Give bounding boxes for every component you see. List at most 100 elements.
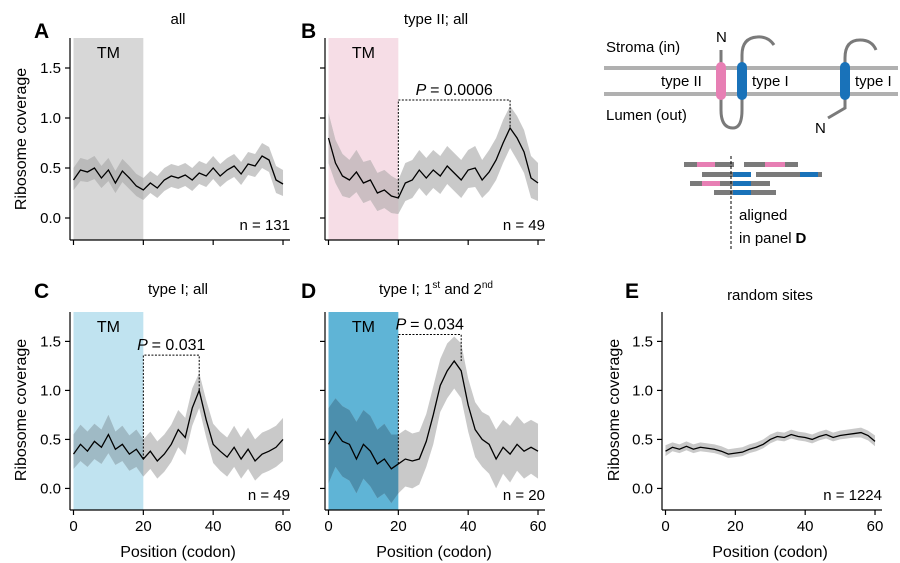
y-axis-label-a: Ribosome coverage [13,68,30,210]
p-value-text-d: = 0.034 [410,317,464,334]
panel-b: TM P = 0.0006 n = 49 [320,38,545,245]
p-value-label-d: P = 0.034 [396,317,464,334]
y-axis-label-c: Ribosome coverage [13,339,30,481]
aligned-label-2-text: in panel [739,230,792,247]
tm-confidence-band-a [73,156,144,200]
type2-membrane-label: type II [661,73,702,90]
y-tick-label-e: 0.5 [632,431,653,448]
type2-tm-segment [716,62,726,100]
x-tick-label-c: 0 [69,518,77,535]
read-1-pink [697,162,715,167]
x-tick-label-c: 60 [275,518,292,535]
membrane-upper-line [604,66,898,70]
stroma-label: Stroma (in) [606,39,680,56]
y-tick-label-c: 0.0 [40,480,61,497]
p-value-text-b: = 0.0006 [430,82,493,99]
panel-letter-b: B [301,20,316,43]
panel-title-a: all [170,11,185,28]
read-3 [702,172,744,177]
tm-confidence-band-b [328,113,399,214]
n-label-d: n = 20 [503,487,545,504]
confidence-band-e [665,427,876,459]
read-2-pink [765,162,785,167]
coverage-line-e [665,431,876,455]
type1-membrane-label: type I [752,73,789,90]
y-tick-label-a: 0.0 [40,210,61,227]
panel-title-d-main: type I; 1 [379,281,432,298]
coverage-line-a [72,155,284,191]
n-label-e: n = 1224 [823,487,882,504]
read-3-blue [733,172,751,177]
read-5 [690,181,770,186]
panel-e: 0.0 0.5 1.0 1.5 0 20 40 60 n = 1224 [632,312,883,535]
protein-chain-2 [827,38,878,120]
read-6-blue [733,190,751,195]
y-tick-label-c: 1.5 [40,333,61,350]
coverage-line-c [72,388,284,463]
panel-c: TM P = 0.031 0.0 0.5 1.0 1.5 0 20 40 60 n = 49 [40,312,291,535]
panel-title-d-sup1: st [432,280,440,291]
n-label-b: n = 49 [503,217,545,234]
y-axis-label-e: Ribosome coverage [606,339,623,481]
panel-a: TM 0.0 0.5 1.0 1.5 n = 131 [40,38,290,245]
type1-tm-segment [737,62,747,100]
x-tick-label-e: 60 [867,518,884,535]
coverage-line-d [327,359,539,470]
x-tick-label-c: 40 [205,518,222,535]
x-tick-label-e: 20 [727,518,744,535]
p-value-symbol-d: P [396,317,411,334]
membrane-schematic: Stroma (in) Lumen (out) type II type I t… [604,29,898,250]
tm-region-a [73,38,144,240]
n-label-c: n = 49 [248,487,290,504]
type1-tm-segment-2 [840,62,850,100]
panel-title-d-mid: and 2 [440,281,482,298]
confidence-band-a [73,143,284,200]
y-tick-label-e: 1.5 [632,333,653,350]
tm-confidence-band-c [73,414,144,477]
x-tick-label-c: 20 [135,518,152,535]
p-value-label-b: P = 0.0006 [416,82,493,99]
y-tick-label-a: 1.5 [40,60,61,77]
panel-title-b: type II; all [404,11,468,28]
read-4-blue [800,172,818,177]
panel-letter-a: A [34,20,49,43]
y-tick-label-e: 0.0 [632,480,653,497]
x-tick-label-d: 60 [530,518,547,535]
read-5-blue [733,181,751,186]
panel-title-c: type I; all [148,281,208,298]
significance-bracket-b [397,99,511,198]
x-axis-label-e: Position (codon) [712,544,828,561]
tm-region-c [73,312,144,510]
n-label-a: n = 131 [240,217,290,234]
y-tick-label-c: 0.5 [40,431,61,448]
p-value-label-c: P = 0.031 [137,337,205,354]
aligned-reads [684,162,822,195]
type1-membrane-label-right: type I [855,73,892,90]
tm-label-a: TM [97,45,120,62]
y-tick-label-a: 0.5 [40,160,61,177]
panel-letter-c: C [34,280,49,303]
p-value-text-c: = 0.031 [152,337,206,354]
x-tick-label-d: 20 [390,518,407,535]
p-value-symbol-c: P [137,337,152,354]
coverage-line-b [327,126,539,199]
panel-title-d-sup2: nd [482,280,493,291]
aligned-label-2: in panel D [739,230,807,247]
y-tick-label-e: 1.0 [632,382,653,399]
tm-confidence-band-d [328,398,399,504]
membrane-lower-line [604,92,898,96]
x-tick-label-d: 0 [324,518,332,535]
x-tick-label-e: 0 [661,518,669,535]
x-tick-label-d: 40 [460,518,477,535]
tm-label-b: TM [352,45,375,62]
lumen-label: Lumen (out) [606,107,687,124]
panel-title-d: type I; 1st and 2nd [379,280,493,298]
x-axis-label-c: Position (codon) [120,544,236,561]
significance-bracket-d [397,334,462,464]
n-terminus-label-1: N [716,29,727,46]
x-tick-label-e: 40 [797,518,814,535]
read-5-pink [702,181,720,186]
y-tick-label-c: 1.0 [40,382,61,399]
y-tick-label-a: 1.0 [40,110,61,127]
